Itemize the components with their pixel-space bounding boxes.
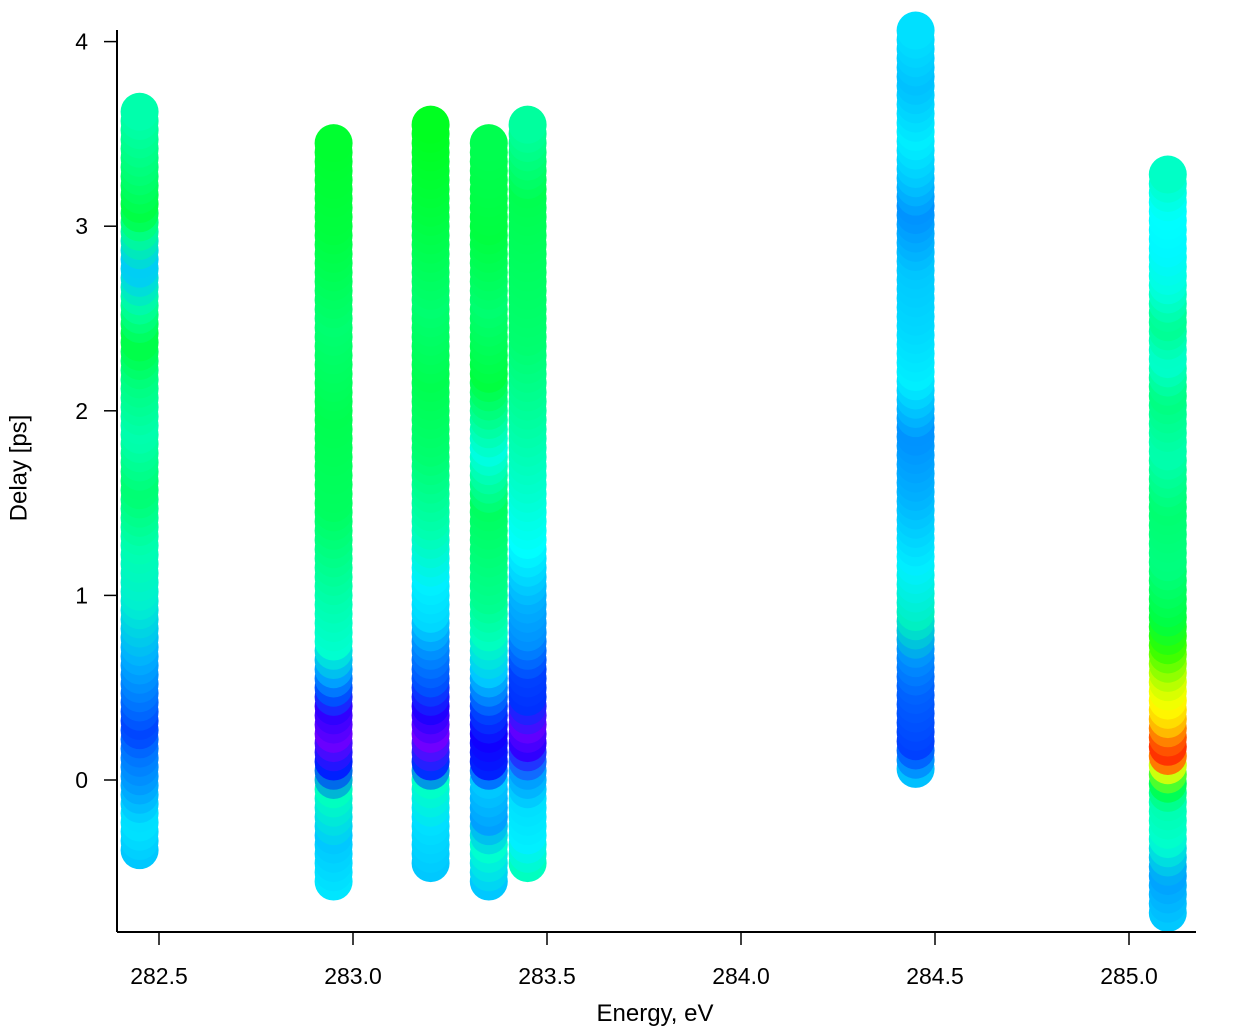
data-point: [1148, 155, 1187, 194]
y-axis-title: Delay [ps]: [5, 415, 32, 522]
x-tick-label: 283.0: [324, 963, 382, 989]
scatter-points: [120, 11, 1187, 932]
data-point: [314, 124, 353, 163]
x-tick-label: 284.0: [712, 963, 770, 989]
x-tick-label: 282.5: [130, 963, 188, 989]
x-tick-label: 285.0: [1100, 963, 1158, 989]
y-axis-ticks: 0 1 2 3 4: [75, 29, 117, 793]
x-tick-label: 283.5: [518, 963, 576, 989]
x-tick-label: 284.5: [906, 963, 964, 989]
y-tick-label: 0: [75, 767, 88, 793]
y-tick-label: 4: [75, 29, 88, 55]
y-tick-label: 2: [75, 398, 88, 424]
data-point: [411, 105, 450, 144]
data-point: [469, 124, 508, 163]
x-axis-title: Energy, eV: [597, 1000, 714, 1027]
data-point: [896, 11, 935, 50]
y-tick-label: 1: [75, 582, 88, 608]
data-point: [120, 92, 159, 131]
x-axis-ticks: 282.5 283.0 283.5 284.0 284.5 285.0: [130, 932, 1158, 989]
data-point: [508, 105, 547, 144]
y-tick-label: 3: [75, 213, 88, 239]
